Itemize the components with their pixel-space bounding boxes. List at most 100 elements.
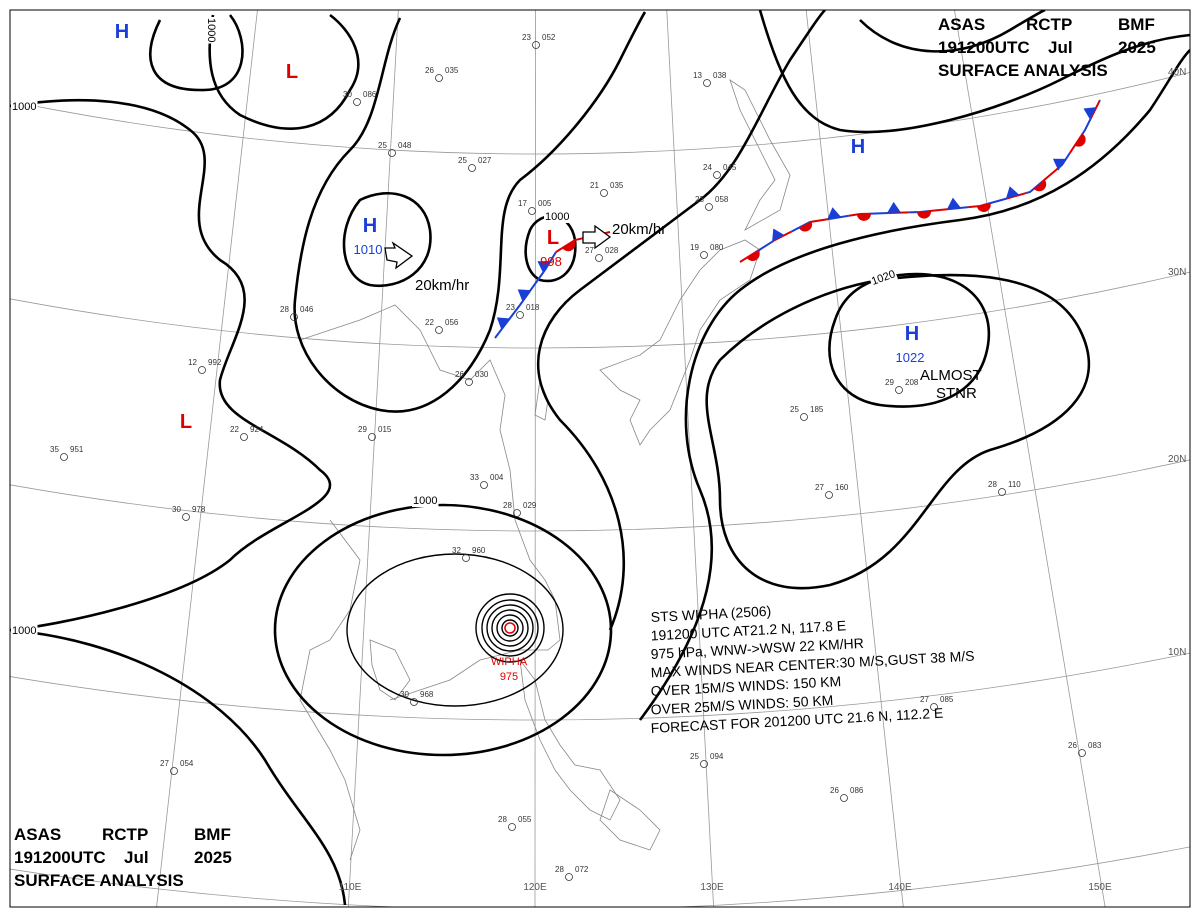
header-time: 2025 <box>194 848 232 867</box>
cold-front-symbol <box>886 201 901 214</box>
station-pressure: 924 <box>250 425 264 434</box>
station-pressure: 005 <box>538 199 552 208</box>
cold-front-symbol <box>827 207 842 220</box>
station-dot <box>700 251 708 259</box>
station-temp: 30 <box>400 690 409 699</box>
station-temp: 33 <box>470 473 479 482</box>
station-temp: 28 <box>555 865 564 874</box>
meridian <box>156 10 258 907</box>
center-symbol: L <box>180 411 192 433</box>
station-pressure: 018 <box>526 303 540 312</box>
label-bg <box>544 211 571 223</box>
latitude-label: 40N <box>1168 67 1186 78</box>
header-agency: BMF <box>1118 15 1155 34</box>
warm-front-symbol <box>856 213 871 221</box>
station-dot <box>462 554 470 562</box>
warm-front-symbol <box>976 203 991 212</box>
meridian <box>805 10 904 907</box>
station-dot <box>435 74 443 82</box>
station-temp: 25 <box>378 141 387 150</box>
center-symbol: H <box>115 21 129 43</box>
station-dot <box>480 481 488 489</box>
station-pressure: 055 <box>518 815 532 824</box>
station-temp: 26 <box>455 370 464 379</box>
station-pressure: 028 <box>605 246 619 255</box>
header-time: 191200UTC <box>14 848 106 867</box>
station-pressure: 035 <box>445 66 459 75</box>
stationary-label: ALMOST <box>920 367 982 384</box>
station-dot <box>705 203 713 211</box>
station-dot <box>410 698 418 706</box>
station-temp: 32 <box>452 546 461 555</box>
station-temp: 17 <box>518 199 527 208</box>
isobar-label: 1000 <box>545 211 569 223</box>
stations: 23 052 26 035 30 086 25 048 25 027 21 035 17 005 23 058… <box>50 33 1102 881</box>
header-product: SURFACE ANALYSIS <box>938 61 1108 80</box>
station-pressure: 160 <box>835 483 849 492</box>
station-temp: 26 <box>1068 741 1077 750</box>
station-dot <box>532 41 540 49</box>
station-temp: 28 <box>280 305 289 314</box>
station-pressure: 110 <box>1008 480 1021 489</box>
station-pressure: 027 <box>478 156 492 165</box>
label-bg <box>412 495 439 507</box>
header-time: 191200UTC <box>938 38 1030 57</box>
station-dot <box>516 311 524 319</box>
station-pressure: 029 <box>523 501 537 510</box>
warm-front-symbol <box>746 250 760 261</box>
station-temp: 21 <box>590 181 599 190</box>
station-dot <box>435 326 443 334</box>
center-pressure: 998 <box>540 254 562 269</box>
typhoon-info: STS WIPHA (2506) <box>650 603 771 625</box>
station-pressure: 015 <box>378 425 392 434</box>
header-product: SURFACE ANALYSIS <box>14 871 184 890</box>
header-agency: ASAS <box>14 825 61 844</box>
station-temp: 29 <box>358 425 367 434</box>
meridian <box>534 10 536 907</box>
center-symbol: L <box>286 61 298 83</box>
station-dot <box>388 149 396 157</box>
longitude-label: 110E <box>339 882 362 893</box>
station-pressure: 054 <box>180 759 194 768</box>
motion-arrows <box>384 224 612 270</box>
label-bg <box>11 101 38 113</box>
station-pressure: 072 <box>575 865 589 874</box>
station-pressure: 185 <box>810 405 824 414</box>
station-pressure: 045 <box>723 163 737 172</box>
meridian <box>954 10 1106 907</box>
typhoon-name: WIPHA <box>491 656 528 668</box>
station-temp: 22 <box>425 318 434 327</box>
station-pressure: 048 <box>398 141 412 150</box>
station-dot <box>170 767 178 775</box>
station-temp: 19 <box>690 243 699 252</box>
station-pressure: 035 <box>610 181 624 190</box>
center-symbol: H <box>905 323 919 345</box>
cold-front-symbol <box>537 261 551 273</box>
station-temp: 27 <box>815 483 824 492</box>
header-agency: RCTP <box>1026 15 1072 34</box>
station-temp: 25 <box>458 156 467 165</box>
center-pressure: 1010 <box>354 242 383 257</box>
station-temp: 23 <box>695 195 704 204</box>
latitude-label: 30N <box>1168 267 1186 278</box>
station-dot <box>930 703 938 711</box>
station-dot <box>998 488 1006 496</box>
station-pressure: 978 <box>192 505 206 514</box>
latitude-label: 20N <box>1168 454 1186 465</box>
station-dot <box>895 386 903 394</box>
station-temp: 23 <box>506 303 515 312</box>
station-temp: 27 <box>160 759 169 768</box>
station-dot <box>825 491 833 499</box>
coastlines <box>299 79 791 861</box>
station-dot <box>840 794 848 802</box>
station-temp: 25 <box>690 752 699 761</box>
station-dot <box>565 873 573 881</box>
cold-front-symbol <box>772 228 785 242</box>
warm-front-symbol <box>798 221 812 232</box>
meridian <box>347 10 399 907</box>
header-agency: RCTP <box>102 825 148 844</box>
station-temp: 12 <box>188 358 197 367</box>
